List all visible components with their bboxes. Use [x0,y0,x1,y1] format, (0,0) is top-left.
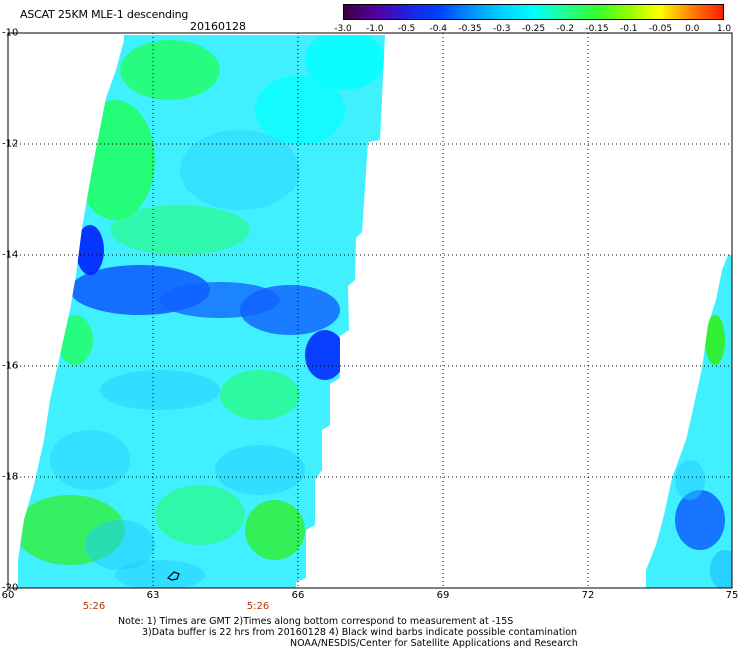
colorbar-tick-label: -3.0 [334,24,352,34]
colorbar-tick-label: 1.0 [716,24,732,34]
longitude-label: 66 [291,590,305,601]
blue-band [305,330,345,380]
product-title: ASCAT 25KM MLE-1 descending [20,8,189,21]
longitude-label: 60 [1,590,15,601]
colorbar-tick-label: -0.3 [492,24,511,34]
sky-patch [50,430,130,490]
green-patch [220,370,300,420]
cyan-patch [255,75,345,145]
note-line-1: Note: 1) Times are GMT 2)Times along bot… [118,616,514,627]
green-patch [110,205,250,255]
note-line-2: 3)Data buffer is 22 hrs from 20160128 4)… [142,627,578,638]
latitude-label: -18 [2,471,19,483]
texture-patch [705,315,725,365]
latitude-label: -12 [2,138,19,150]
main-swath-texture [18,35,385,588]
time-label-left: 5:26 [82,601,106,612]
blue-band [240,285,340,335]
blue-band [76,225,104,275]
sky-patch [180,130,300,210]
colorbar-tick-label: -0.25 [521,24,546,34]
colorbar-tick-label: -0.2 [556,24,575,34]
latitude-label: -20 [2,582,19,594]
green-patch [57,315,93,365]
colorbar-tick-label: 0.0 [685,24,700,34]
colorbar-tick-label: -0.5 [397,24,416,34]
colorbar-tick-label: -0.1 [619,24,638,34]
sky-patch [115,560,205,588]
time-label-right: 5:26 [246,601,270,612]
latitude-label: -16 [2,360,19,372]
swath-layer [18,35,732,588]
texture-patch [675,490,725,550]
sky-patch [85,520,155,570]
colorbar-tick-label: -0.35 [458,24,482,34]
green-patch [245,500,305,560]
sky-patch [215,445,305,495]
green-patch [155,485,245,545]
green-patch [75,100,155,220]
colorbar-tick-label: -0.4 [429,24,448,34]
texture-patch [675,460,705,500]
texture-patch [710,550,732,588]
longitude-label: 75 [725,590,739,601]
longitude-label: 63 [146,590,160,601]
latitude-label: -14 [2,249,19,261]
colorbar [343,4,724,20]
longitude-label: 72 [581,590,595,601]
graticule [8,33,732,588]
cyan-patch [305,35,385,90]
sky-patch [100,370,220,410]
colorbar-tick-label: -1.0 [365,24,384,34]
plot-border [7,32,733,589]
note-line-3: NOAA/NESDIS/Center for Satellite Applica… [290,638,578,649]
product-date: 20160128 [190,20,246,33]
contamination-barb [166,571,180,581]
map-frame [7,32,733,589]
colorbar-tick-label: -0.15 [585,24,609,34]
longitude-label: 69 [436,590,450,601]
right-swath-texture [675,315,732,588]
green-patch [120,40,220,100]
colorbar-tick-label: -0.05 [648,24,673,34]
latitude-label: -10 [2,27,19,39]
